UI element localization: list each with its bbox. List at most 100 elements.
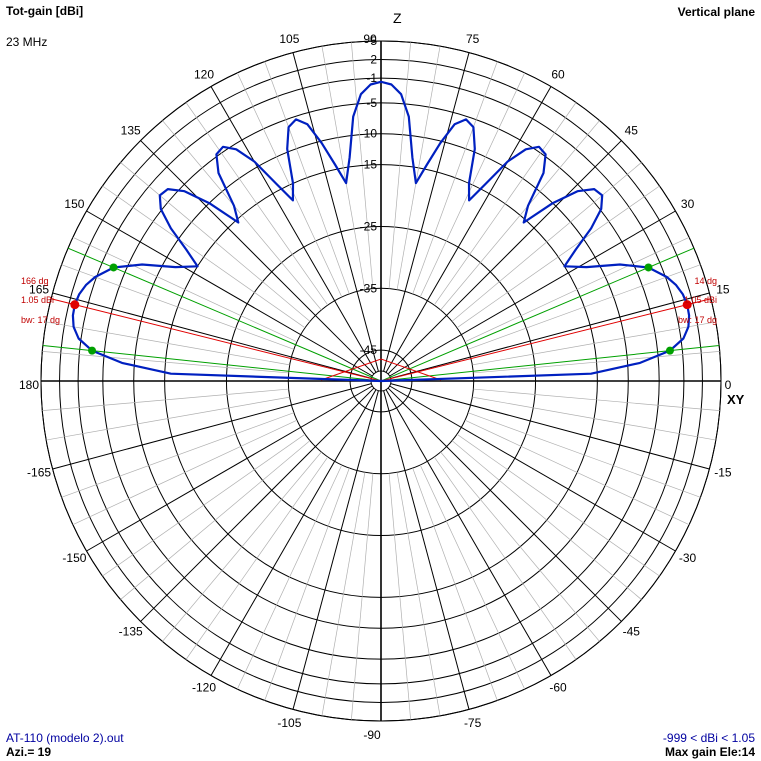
- minor-spoke: [351, 42, 374, 289]
- angle-tick-label: -120: [192, 681, 216, 695]
- reference-triangle: [320, 358, 442, 381]
- minor-spoke: [264, 468, 350, 701]
- minor-spoke: [102, 433, 306, 577]
- angle-tick-label: -105: [277, 716, 301, 730]
- beamwidth-dot: [644, 263, 653, 272]
- angle-tick-label: 120: [194, 67, 214, 81]
- frequency-label: 23 MHz: [6, 35, 48, 49]
- minor-spoke: [473, 351, 720, 374]
- minor-spoke: [412, 61, 498, 294]
- db-tick-label: -10: [360, 127, 378, 141]
- minor-spoke: [419, 464, 526, 690]
- minor-spoke: [396, 472, 441, 716]
- major-spoke: [292, 52, 379, 372]
- minor-spoke: [264, 61, 350, 294]
- minor-spoke: [451, 440, 642, 600]
- angle-tick-label: 165: [29, 282, 49, 296]
- minor-spoke: [464, 236, 690, 343]
- db-tick-label: -45: [360, 343, 378, 357]
- major-spoke: [390, 383, 710, 470]
- major-spoke: [86, 210, 373, 377]
- minor-spoke: [72, 419, 298, 526]
- minor-spoke: [61, 264, 294, 350]
- gain-range: -999 < dBi < 1.05: [662, 731, 755, 745]
- minor-spoke: [42, 388, 289, 411]
- angle-tick-label: 90: [363, 32, 377, 46]
- angle-tick-label: -150: [62, 551, 86, 565]
- minor-spoke: [236, 72, 343, 298]
- db-tick-label: 5: [370, 34, 377, 48]
- max-gain-annotation-left: 166 dg: [21, 276, 49, 286]
- minor-spoke: [451, 162, 642, 322]
- major-spoke: [52, 292, 372, 379]
- minor-spoke: [472, 321, 716, 366]
- gain-pattern-curve: [71, 80, 691, 383]
- angle-tick-label: 75: [466, 32, 480, 46]
- minor-spoke: [388, 42, 411, 289]
- minor-spoke: [61, 412, 294, 498]
- azimuth-label: Azi.= 19: [6, 745, 52, 759]
- minor-spoke: [120, 162, 311, 322]
- angle-tick-label: 105: [279, 32, 299, 46]
- plane-label: Vertical plane: [677, 5, 755, 19]
- minor-spoke: [412, 468, 498, 701]
- angle-tick-label: 180: [19, 378, 39, 392]
- angle-tick-label: 30: [681, 197, 695, 211]
- angle-tick-label: 0: [725, 378, 732, 392]
- major-spoke: [210, 389, 377, 676]
- minor-spoke: [468, 412, 701, 498]
- minor-spoke: [419, 72, 526, 298]
- polar-labels: 0 15 30 45 60 75 90 105 120 135 150 165 180 -165 -150 -…: [19, 32, 732, 742]
- db-tick-label: 2: [370, 53, 377, 67]
- angle-tick-label: -60: [549, 681, 567, 695]
- angle-tick-label: -165: [27, 466, 51, 480]
- db-tick-label: -25: [360, 219, 378, 233]
- minor-spoke: [464, 419, 690, 526]
- angle-tick-label: -135: [119, 624, 143, 638]
- major-spoke: [385, 389, 552, 676]
- db-tick-label: -5: [366, 96, 377, 110]
- angle-tick-label: 45: [625, 124, 639, 138]
- beamwidth-line: [67, 247, 382, 382]
- angle-tick-label: -75: [464, 716, 482, 730]
- beamwidth-line: [380, 344, 720, 382]
- max-gain-annotation-left: 1.05 dBi: [21, 295, 54, 305]
- minor-spoke: [396, 46, 441, 290]
- minor-spoke: [440, 451, 600, 642]
- max-gain-annotation-left: bw: 17 dg: [21, 315, 60, 325]
- minor-spoke: [351, 473, 374, 720]
- angle-tick-label: -30: [679, 551, 697, 565]
- major-spoke: [292, 390, 379, 710]
- max-gain-line: [50, 298, 382, 382]
- angle-tick-label: 135: [121, 124, 141, 138]
- beamwidth-dot: [109, 263, 118, 272]
- minor-spoke: [120, 440, 311, 600]
- minor-spoke: [468, 264, 701, 350]
- minor-spoke: [440, 120, 600, 311]
- major-spoke: [52, 383, 372, 470]
- beamwidth-dot: [665, 346, 674, 355]
- minor-spoke: [433, 456, 577, 660]
- beamwidth-line: [42, 344, 382, 382]
- major-spoke: [86, 385, 373, 552]
- angle-tick-label: 60: [551, 67, 565, 81]
- beamwidth-dot: [88, 346, 97, 355]
- major-spoke: [387, 140, 622, 375]
- minor-spoke: [46, 321, 290, 366]
- xy-axis-label: XY: [727, 392, 745, 407]
- max-gain-elevation: Max gain Ele:14: [664, 745, 755, 759]
- minor-spoke: [473, 388, 720, 411]
- max-gain-annotation-right: 1.05 dBi: [684, 295, 717, 305]
- max-gain-annotation-right: 14 dg: [694, 276, 717, 286]
- max-gain-line: [380, 298, 712, 382]
- db-tick-label: -15: [360, 158, 378, 172]
- major-spoke: [140, 140, 375, 375]
- minor-spoke: [102, 185, 306, 329]
- beamwidth-line: [380, 247, 695, 382]
- minor-spoke: [72, 236, 298, 343]
- angle-tick-label: 150: [64, 197, 84, 211]
- angle-tick-label: -45: [623, 624, 641, 638]
- minor-spoke: [456, 185, 660, 329]
- max-gain-dot: [682, 300, 692, 310]
